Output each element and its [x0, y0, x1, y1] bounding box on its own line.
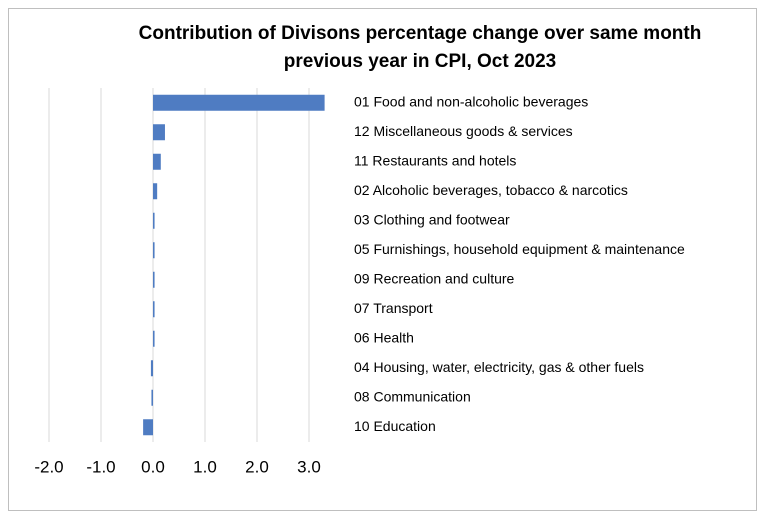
bar: [153, 124, 165, 141]
category-label: 11 Restaurants and hotels: [354, 152, 516, 168]
bar: [153, 271, 155, 288]
x-tick-label: 1.0: [193, 457, 217, 476]
x-tick-label: -1.0: [86, 457, 115, 476]
category-label: 02 Alcoholic beverages, tobacco & narcot…: [354, 182, 628, 198]
category-label: 05 Furnishings, household equipment & ma…: [354, 241, 685, 257]
bar: [153, 153, 161, 170]
x-tick-label: 0.0: [141, 457, 165, 476]
bar: [153, 183, 158, 200]
bar: [153, 301, 155, 318]
category-label: 01 Food and non-alcoholic beverages: [354, 93, 588, 109]
bar: [153, 242, 155, 259]
category-label: 03 Clothing and footwear: [354, 211, 510, 227]
category-label: 06 Health: [354, 329, 414, 345]
category-label: 12 Miscellaneous goods & services: [354, 123, 573, 139]
category-label: 04 Housing, water, electricity, gas & ot…: [354, 359, 644, 375]
bar: [143, 419, 153, 436]
bar: [153, 212, 155, 229]
category-label: 10 Education: [354, 418, 436, 434]
bar: [150, 360, 153, 377]
x-tick-label: 2.0: [245, 457, 269, 476]
x-tick-label: 3.0: [297, 457, 321, 476]
category-label: 08 Communication: [354, 388, 471, 404]
bar: [151, 389, 153, 406]
bar: [153, 94, 325, 111]
category-label: 09 Recreation and culture: [354, 270, 515, 286]
category-label: 07 Transport: [354, 300, 433, 316]
x-tick-label: -2.0: [34, 457, 63, 476]
bar: [153, 330, 155, 347]
chart-title: Contribution of Divisons percentage chan…: [138, 23, 702, 72]
chart-border: [8, 8, 757, 511]
